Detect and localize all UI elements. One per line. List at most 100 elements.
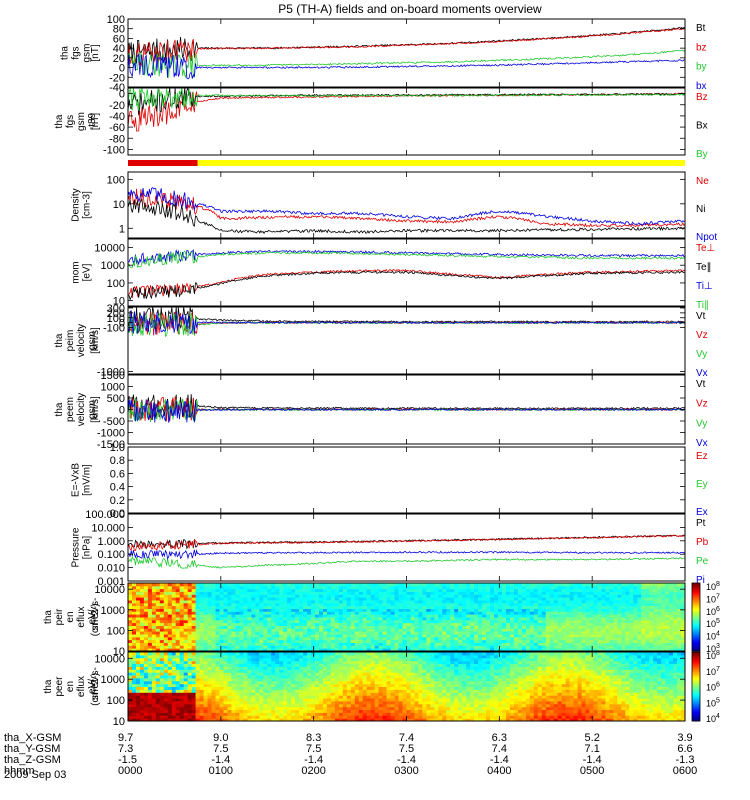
heatmap-cell xyxy=(227,642,232,646)
heatmap-cell xyxy=(179,597,185,601)
heatmap-cell xyxy=(303,706,308,710)
heatmap-cell xyxy=(139,657,145,662)
heatmap-cell xyxy=(275,605,280,609)
heatmap-cell xyxy=(585,628,590,632)
heatmap-cell xyxy=(315,686,320,690)
heatmap-cell xyxy=(303,698,308,702)
heatmap-cell xyxy=(402,591,407,595)
heatmap-cell xyxy=(573,648,579,652)
heatmap-cell xyxy=(139,619,145,624)
heatmap-cell xyxy=(132,654,137,659)
heatmap-cell xyxy=(303,645,308,649)
heatmap-cell xyxy=(199,619,205,624)
heatmap-cell xyxy=(247,625,252,629)
heatmap-cell xyxy=(263,663,268,667)
heatmap-cell xyxy=(569,636,575,641)
heatmap-cell xyxy=(629,631,634,635)
series-pressure-2 xyxy=(128,555,685,570)
heatmap-cell xyxy=(243,617,248,621)
heatmap-cell xyxy=(326,583,332,587)
heatmap-cell xyxy=(502,608,507,612)
heatmap-cell xyxy=(183,663,189,667)
heatmap-cell xyxy=(410,642,415,646)
heatmap-cell xyxy=(502,588,507,592)
heatmap-cell xyxy=(271,611,276,615)
heatmap-cell xyxy=(139,698,145,702)
heatmap-cell xyxy=(513,639,519,643)
series-fgs_t89-2 xyxy=(128,88,685,111)
colorbar-swatch xyxy=(692,603,700,606)
heatmap-cell xyxy=(139,639,145,643)
heatmap-cell xyxy=(311,594,316,598)
heatmap-cell xyxy=(482,645,487,649)
heatmap-cell xyxy=(358,614,364,618)
heatmap-cell xyxy=(151,712,157,716)
heatmap-cell xyxy=(454,594,459,598)
heatmap-cell xyxy=(319,625,324,629)
heatmap-cell xyxy=(183,602,189,607)
heatmap-cell xyxy=(506,645,511,649)
heatmap-cell xyxy=(171,715,177,719)
heatmap-cell xyxy=(167,689,173,693)
heatmap-cell xyxy=(183,617,189,621)
heatmap-cell xyxy=(525,605,531,609)
heatmap-cell xyxy=(279,672,284,676)
series-group xyxy=(128,88,685,132)
heatmap-cell xyxy=(374,619,380,624)
heatmap-cell xyxy=(450,611,455,615)
heatmap-cell xyxy=(219,602,224,607)
heatmap-cell xyxy=(295,608,300,612)
heatmap-cell xyxy=(414,628,419,632)
heatmap-cell xyxy=(557,608,563,612)
heatmap-cell xyxy=(303,709,308,713)
heatmap-cell xyxy=(128,622,133,626)
colorbar-swatch xyxy=(692,617,700,620)
heatmap-cell xyxy=(506,605,511,609)
heatmap-cell xyxy=(303,639,308,643)
heatmap-cell xyxy=(247,712,252,716)
heatmap-cell xyxy=(159,712,165,716)
heatmap-cell xyxy=(462,617,467,621)
heatmap-cell xyxy=(199,611,205,615)
heatmap-cell xyxy=(255,645,260,649)
heatmap-cell xyxy=(132,712,137,716)
heatmap-cell xyxy=(350,614,356,618)
heatmap-cell xyxy=(533,634,539,638)
heatmap-cell xyxy=(251,625,256,629)
heatmap-cell xyxy=(326,648,332,652)
heatmap-cell xyxy=(239,605,244,609)
heatmap-cell xyxy=(167,675,173,679)
heatmap-cell xyxy=(299,617,304,621)
heatmap-cell xyxy=(681,602,686,607)
heatmap-cell xyxy=(649,636,654,641)
heatmap-cell xyxy=(657,602,662,607)
heatmap-cell xyxy=(513,645,519,649)
heatmap-cell xyxy=(287,611,292,615)
heatmap-cell xyxy=(382,611,388,615)
heatmap-cell xyxy=(454,642,459,646)
heatmap-cell xyxy=(577,639,583,643)
heatmap-cell xyxy=(677,622,682,626)
heatmap-cell xyxy=(605,585,610,590)
heatmap-cell xyxy=(529,619,535,624)
heatmap-cell xyxy=(386,636,392,641)
heatmap-cell xyxy=(577,614,583,618)
heatmap-cell xyxy=(474,625,479,629)
heatmap-cell xyxy=(661,611,666,615)
heatmap-cell xyxy=(163,666,169,670)
heatmap-cell xyxy=(311,654,316,659)
heatmap-cell xyxy=(275,597,280,601)
heatmap-cell xyxy=(585,611,590,615)
heatmap-cell xyxy=(601,634,606,638)
heatmap-cell xyxy=(390,608,396,612)
heatmap-cell xyxy=(295,683,300,687)
heatmap-cell xyxy=(155,639,161,643)
heatmap-cell xyxy=(625,594,630,598)
heatmap-cell xyxy=(147,608,153,612)
heatmap-cell xyxy=(533,608,539,612)
colorbar-swatch xyxy=(692,647,700,650)
heatmap-cell xyxy=(151,700,157,705)
heatmap-cell xyxy=(426,636,431,641)
heatmap-cell xyxy=(271,706,276,710)
heatmap-cell xyxy=(561,608,567,612)
